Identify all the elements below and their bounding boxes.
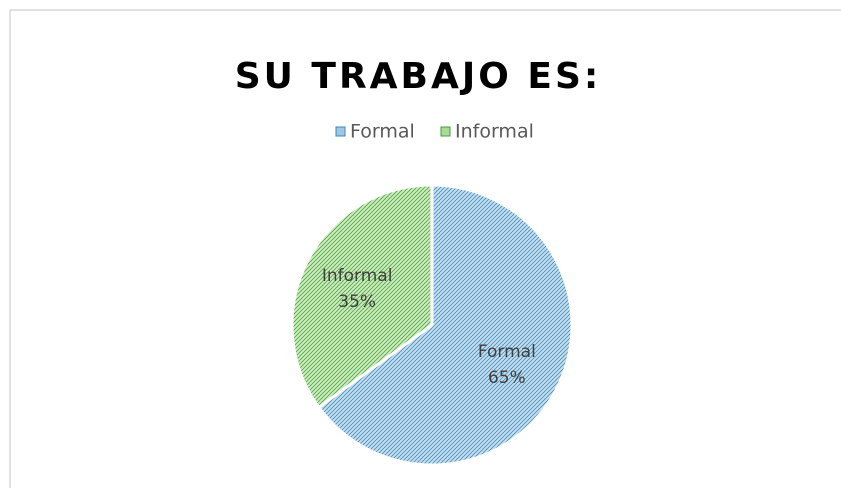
- legend-label: Informal: [455, 121, 534, 143]
- legend-swatch: [440, 126, 451, 137]
- pie-slice: [316, 183, 574, 467]
- chart-title: SU TRABAJO ES:: [235, 56, 602, 97]
- legend: Formal Informal: [335, 121, 534, 143]
- legend-label: Formal: [350, 121, 415, 143]
- pie: Formal 65% Informal 35%: [290, 183, 574, 467]
- data-label-name: Formal: [478, 342, 536, 362]
- data-label: 65%: [488, 368, 526, 388]
- data-label: 35%: [338, 292, 376, 312]
- pie-slice: [290, 183, 434, 410]
- data-label-name: Informal: [322, 266, 393, 286]
- legend-swatch: [335, 126, 346, 137]
